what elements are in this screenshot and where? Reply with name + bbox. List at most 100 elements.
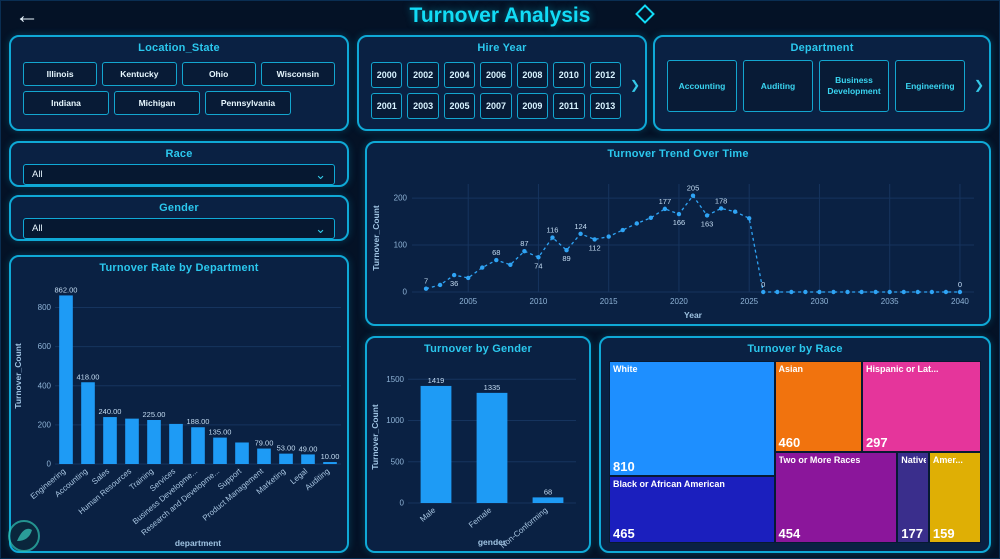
data-point-2026[interactable] — [761, 289, 766, 295]
bar-Non-Conforming[interactable] — [532, 497, 564, 503]
chevron-right-icon[interactable]: ❯ — [629, 78, 640, 93]
data-point-2006[interactable] — [480, 265, 485, 270]
department-filter-button[interactable]: Accounting — [667, 60, 737, 112]
state-filter-button[interactable]: Illinois — [23, 62, 98, 86]
year-filter-button[interactable]: 2006 — [480, 62, 512, 88]
state-filter-button[interactable]: Kentucky — [102, 62, 177, 86]
data-point-2009[interactable] — [522, 248, 527, 254]
bar-Auditing[interactable] — [323, 462, 337, 464]
year-filter-button[interactable]: 2010 — [553, 62, 585, 88]
year-filter-button[interactable]: 2003 — [407, 93, 439, 119]
bar-Product Management[interactable] — [257, 448, 271, 464]
year-filter-button[interactable]: 2001 — [371, 93, 403, 119]
treemap-block-race[interactable]: Black or African American 465 — [609, 475, 775, 543]
data-point-2034[interactable] — [873, 289, 878, 295]
treemap-block-race[interactable]: Asian 460 — [774, 361, 862, 452]
data-point-2024[interactable] — [732, 209, 738, 214]
data-point-2018[interactable] — [648, 215, 654, 221]
chevron-right-icon[interactable]: ❯ — [973, 78, 984, 93]
treemap-block-value: 297 — [865, 435, 888, 450]
data-point-2010[interactable] — [536, 255, 541, 260]
data-point-2027[interactable] — [775, 289, 780, 295]
data-point-2016[interactable] — [620, 227, 625, 233]
data-point-2033[interactable] — [859, 289, 864, 295]
year-filter-button[interactable]: 2005 — [443, 93, 476, 119]
treemap-block-race[interactable]: Amer... 159 — [928, 452, 981, 543]
year-filter-button[interactable]: 2011 — [553, 93, 585, 119]
data-point-2003[interactable] — [437, 282, 443, 288]
data-point-2011[interactable] — [550, 235, 555, 240]
bar-Legal[interactable] — [301, 454, 315, 464]
state-filter-button[interactable]: Wisconsin — [260, 62, 335, 86]
department-filter-button[interactable]: Business Development — [819, 60, 889, 112]
bar-Male[interactable] — [420, 385, 452, 503]
data-point-2032[interactable] — [845, 289, 850, 295]
bar-Research and Developme...[interactable] — [213, 437, 227, 464]
year-filter-button[interactable]: 2012 — [589, 62, 621, 88]
year-filter-button[interactable]: 2007 — [480, 93, 512, 119]
department-filter-button[interactable]: Auditing — [743, 60, 813, 112]
data-point-2036[interactable] — [901, 289, 906, 295]
year-filter-button[interactable]: 2004 — [443, 62, 476, 88]
data-point-2005[interactable] — [466, 275, 471, 281]
data-point-2008[interactable] — [508, 262, 513, 267]
data-point-2035[interactable] — [887, 289, 892, 295]
data-point-2025[interactable] — [747, 216, 752, 221]
back-arrow-icon[interactable]: ← — [15, 2, 39, 29]
svg-text:2015: 2015 — [600, 297, 618, 306]
data-point-2020[interactable] — [676, 211, 682, 217]
data-point-2029[interactable] — [803, 289, 808, 295]
year-filter-button[interactable]: 2002 — [407, 62, 439, 88]
data-point-2038[interactable] — [929, 289, 935, 295]
state-filter-button[interactable]: Indiana — [23, 91, 109, 115]
turnover-trend-line-chart[interactable]: 2005 2010 2015 2020 2025 2030 2035 2040 0 100 200 7… — [370, 160, 990, 320]
data-point-2028[interactable] — [789, 289, 794, 295]
data-point-2040[interactable] — [957, 289, 963, 295]
data-point-2015[interactable] — [606, 234, 611, 239]
bar-Support[interactable] — [235, 442, 249, 464]
data-point-2030[interactable] — [817, 289, 822, 295]
bar-Marketing[interactable] — [279, 453, 293, 464]
state-filter-button[interactable]: Ohio — [181, 62, 256, 86]
department-filter-button[interactable]: Engineering — [895, 60, 965, 112]
data-point-2004[interactable] — [451, 272, 457, 278]
data-point-2012[interactable] — [564, 248, 569, 253]
year-filter-button[interactable]: 2000 — [371, 62, 403, 88]
state-filter-button[interactable]: Michigan — [114, 91, 200, 115]
treemap-block-race[interactable]: White 810 — [609, 361, 775, 476]
data-point-2014[interactable] — [592, 237, 597, 242]
data-point-2023[interactable] — [718, 206, 724, 211]
bar-Business Developme...[interactable] — [191, 427, 205, 464]
year-filter-row-2: 2001 2003 2005 2007 2009 2011 2013 — [371, 93, 621, 119]
treemap-block-race[interactable]: Native... 177 — [897, 452, 929, 543]
bar-Accounting[interactable] — [81, 382, 95, 464]
year-filter-button[interactable]: 2008 — [516, 62, 549, 88]
year-filter-button[interactable]: 2009 — [516, 93, 549, 119]
state-filter-button[interactable]: Pennsylvania — [205, 91, 291, 115]
data-point-2037[interactable] — [915, 289, 920, 295]
data-point-2021[interactable] — [690, 193, 696, 198]
svg-text:1500: 1500 — [386, 375, 404, 384]
data-point-2031[interactable] — [831, 289, 836, 295]
race-dropdown[interactable]: All ⌄ — [23, 164, 335, 185]
gender-dropdown[interactable]: All ⌄ — [23, 218, 335, 239]
bar-Sales[interactable] — [103, 417, 117, 464]
data-point-2019[interactable] — [662, 206, 668, 212]
bar-Human Resources[interactable] — [125, 418, 139, 464]
data-point-2002[interactable] — [423, 286, 429, 291]
data-point-2007[interactable] — [494, 257, 499, 263]
bar-Female[interactable] — [476, 392, 508, 503]
data-point-2017[interactable] — [634, 221, 639, 226]
department-bar-chart[interactable]: 0200400600800862.00Engineering418.00Acco… — [11, 274, 347, 550]
location-state-title: Location_State — [138, 42, 220, 54]
bar-Engineering[interactable] — [59, 295, 73, 464]
data-point-2013[interactable] — [578, 231, 583, 236]
data-point-2039[interactable] — [943, 289, 949, 295]
data-point-2022[interactable] — [704, 213, 710, 218]
treemap-block-race[interactable]: Hispanic or Lat... 297 — [861, 361, 981, 452]
treemap-block-race[interactable]: Two or More Races 454 — [774, 452, 898, 543]
bar-Training[interactable] — [147, 420, 161, 464]
bar-Services[interactable] — [169, 423, 183, 464]
year-filter-button[interactable]: 2013 — [589, 93, 621, 119]
